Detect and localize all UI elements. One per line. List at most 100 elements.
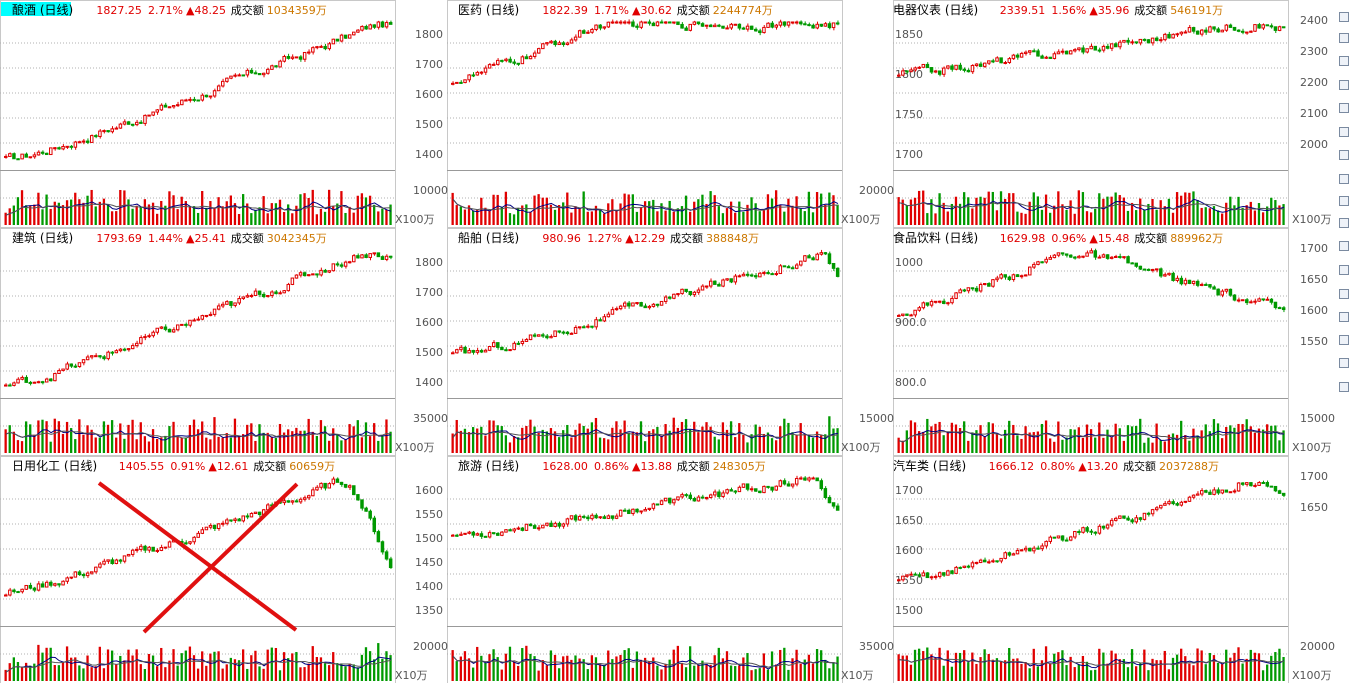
volume-bar [1024, 426, 1027, 453]
candle-body [946, 570, 950, 576]
candle-body [937, 300, 942, 303]
toolbar-button-icon[interactable] [1339, 80, 1349, 90]
candle-body [602, 26, 606, 29]
toolbar-button-icon[interactable] [1339, 12, 1349, 22]
candle-body [77, 141, 82, 144]
candle-body [188, 319, 192, 326]
volume-unit-label: X100万 [395, 213, 435, 226]
volume-bar [820, 650, 823, 681]
volume-bar [1220, 213, 1224, 225]
candle-body [827, 23, 832, 29]
candle-body [1109, 43, 1114, 49]
y-tick-label: 1650 [1300, 501, 1328, 514]
volume-bar [586, 669, 589, 681]
volume-bar [549, 650, 553, 681]
toolbar-button-icon[interactable] [1339, 127, 1349, 137]
volume-bar [1257, 653, 1261, 681]
volume-bar [1253, 210, 1257, 225]
volume-bar [221, 206, 224, 225]
panel-border [0, 228, 396, 456]
toolbar-button-icon[interactable] [1339, 218, 1349, 228]
candle-body [815, 253, 819, 261]
toolbar-button-icon[interactable] [1339, 150, 1349, 160]
candle-body [553, 522, 557, 527]
candle-body [635, 302, 639, 305]
candle-body [257, 511, 262, 516]
candle-body [1032, 547, 1036, 552]
candle-body [471, 531, 475, 536]
volume-bar [525, 204, 528, 225]
volume-bar [1089, 670, 1093, 681]
candle-body [360, 254, 364, 259]
candle-body [294, 500, 299, 503]
volume-bar [537, 194, 540, 225]
volume-bar [795, 434, 798, 453]
candle-body [1036, 50, 1040, 57]
candle-body [946, 65, 950, 69]
candle-body [659, 21, 664, 24]
toolbar-button-icon[interactable] [1339, 103, 1349, 113]
toolbar-button-icon[interactable] [1339, 265, 1349, 275]
candle-body [925, 302, 930, 306]
volume-bar [1180, 648, 1183, 681]
candle-body [987, 283, 991, 287]
candle-body [987, 60, 991, 64]
volume-bar [1073, 667, 1076, 681]
candle-body [20, 588, 24, 593]
candle-body [1064, 539, 1069, 542]
volume-bar [115, 664, 118, 681]
candle-body [155, 109, 160, 113]
candle-body [1122, 256, 1126, 259]
toolbar-button-icon[interactable] [1339, 289, 1349, 299]
toolbar-button-icon[interactable] [1339, 56, 1349, 66]
candle-body [561, 331, 566, 334]
volume-ma-line [452, 429, 839, 438]
candle-body [126, 348, 131, 351]
volume-bar [1147, 670, 1150, 681]
volume-bar [926, 418, 929, 453]
volume-bar [225, 664, 228, 681]
volume-bar [282, 211, 286, 225]
candle-body [274, 65, 278, 68]
candle-body [245, 295, 250, 298]
y-tick-label: 1400 [415, 148, 443, 161]
candle-body [1142, 512, 1147, 520]
candle-body [635, 508, 639, 513]
toolbar-button-icon[interactable] [1339, 358, 1349, 368]
volume-bar [611, 659, 614, 681]
candle-body [1277, 490, 1282, 494]
candle-body [676, 293, 680, 296]
volume-bar [1147, 203, 1150, 225]
toolbar-button-icon[interactable] [1339, 196, 1349, 206]
volume-bar [16, 197, 20, 225]
toolbar-button-icon[interactable] [1339, 335, 1349, 345]
volume-bar [1065, 437, 1068, 453]
candle-body [360, 25, 364, 31]
volume-bar [750, 197, 753, 225]
candle-body [516, 342, 521, 345]
toolbar-button-icon[interactable] [1339, 382, 1349, 392]
toolbar-button-icon[interactable] [1339, 174, 1349, 184]
volume-bar [517, 208, 520, 225]
panel-title: 旅游 (日线) [458, 459, 519, 473]
volume-bar [225, 433, 228, 453]
candle-body [786, 483, 791, 487]
volume-bar [1208, 208, 1211, 225]
volume-bar [332, 652, 335, 681]
candle-body [126, 553, 131, 557]
toolbar-button-icon[interactable] [1339, 241, 1349, 251]
toolbar-button-icon[interactable] [1339, 312, 1349, 322]
toolbar-button-icon[interactable] [1339, 33, 1349, 43]
volume-bar [1122, 440, 1126, 453]
volume-bar [291, 653, 294, 681]
candle-body [1118, 515, 1122, 519]
candle-body [286, 283, 291, 292]
candle-body [516, 527, 521, 530]
candle-body [1216, 288, 1220, 296]
panel-amount-label: 成交额 [670, 231, 703, 245]
candle-body [909, 573, 913, 576]
candle-body [1003, 552, 1007, 559]
volume-bar [721, 422, 725, 453]
panel-change-pct: 1.71% [594, 4, 629, 17]
candle-body [49, 581, 53, 586]
